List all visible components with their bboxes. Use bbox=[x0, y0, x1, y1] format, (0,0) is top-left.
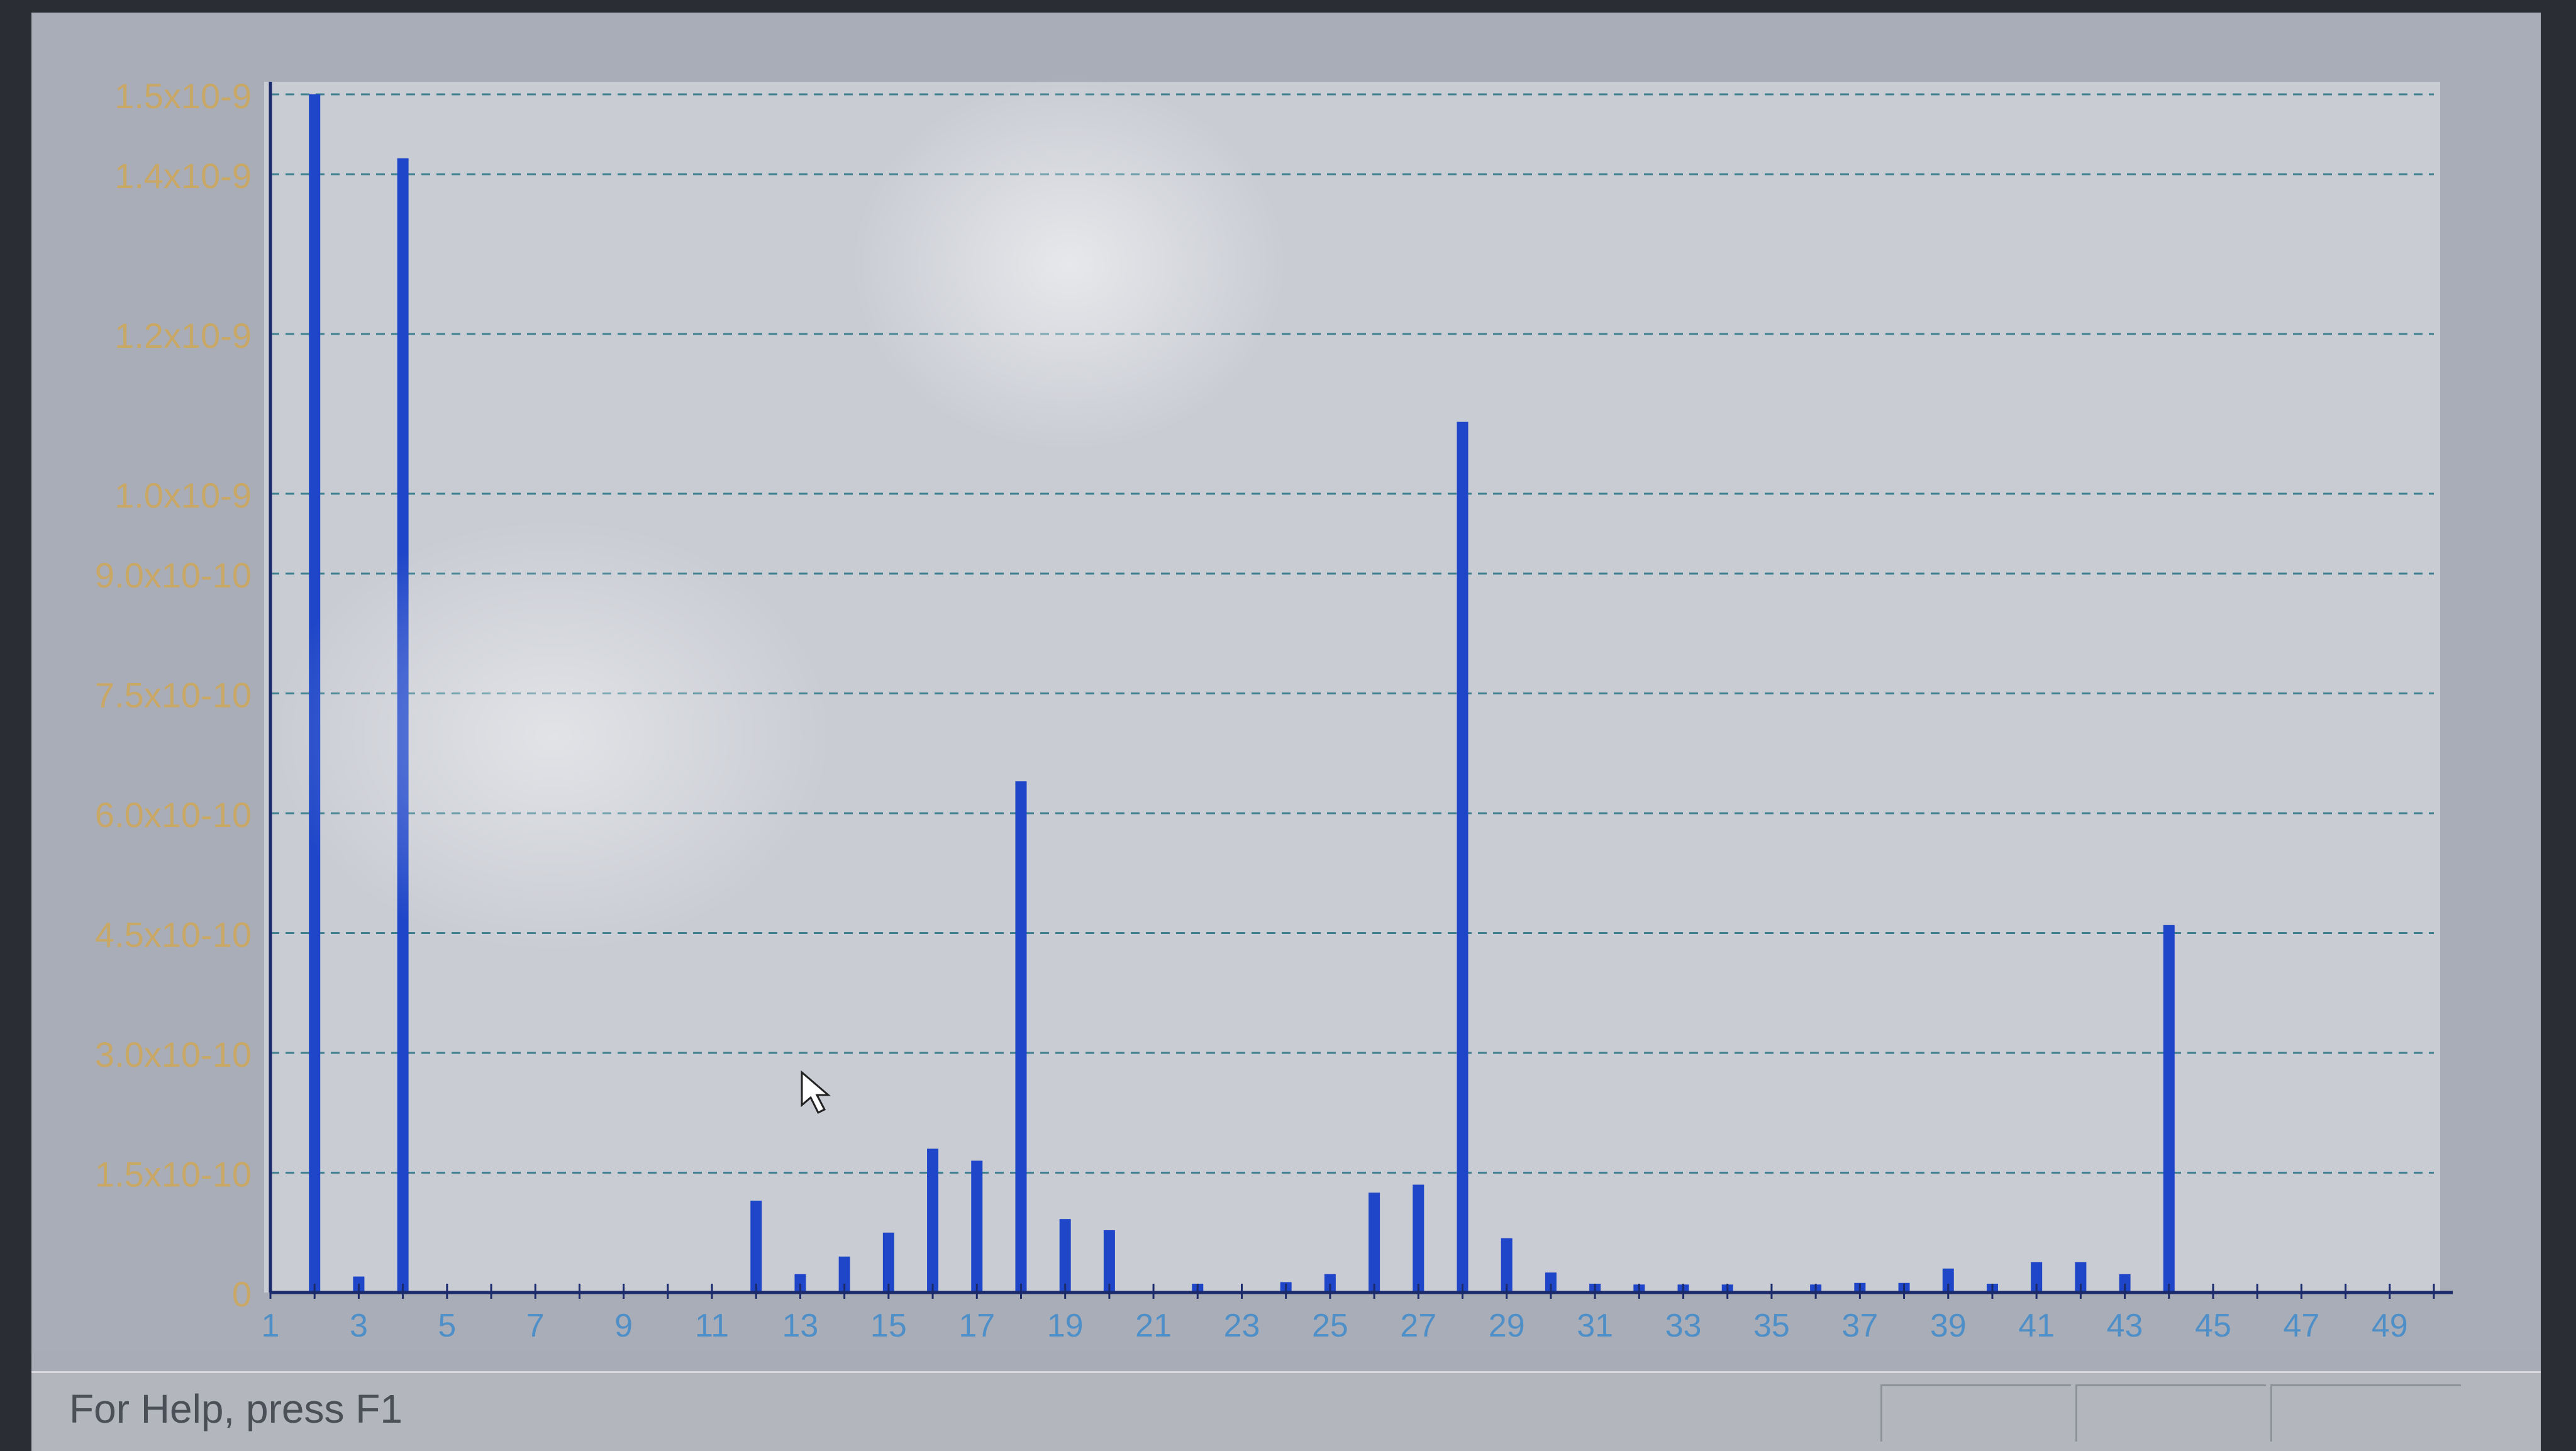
bar bbox=[750, 1200, 762, 1293]
x-tick-label: 17 bbox=[958, 1308, 995, 1344]
x-tick-label: 25 bbox=[1312, 1308, 1348, 1344]
y-tick-label: 1.5x10-9 bbox=[114, 76, 252, 116]
bar bbox=[2119, 1274, 2131, 1293]
x-tick-label: 29 bbox=[1489, 1308, 1525, 1344]
bar bbox=[1501, 1238, 1513, 1293]
bar bbox=[2031, 1262, 2043, 1293]
y-tick-label: 0 bbox=[232, 1274, 252, 1314]
status-help-text: For Help, press F1 bbox=[69, 1386, 402, 1432]
x-tick-label: 33 bbox=[1665, 1308, 1702, 1344]
bar bbox=[1368, 1192, 1380, 1293]
y-tick-label: 7.5x10-10 bbox=[95, 675, 252, 715]
status-pane bbox=[1880, 1384, 2071, 1442]
bar bbox=[1545, 1272, 1557, 1293]
x-tick-label: 1 bbox=[262, 1308, 280, 1344]
status-pane bbox=[2075, 1384, 2266, 1442]
mouse-cursor-icon bbox=[801, 1070, 831, 1115]
x-tick-label: 49 bbox=[2372, 1308, 2408, 1344]
bar bbox=[838, 1256, 850, 1293]
bar bbox=[1942, 1268, 1954, 1293]
x-tick-label: 9 bbox=[614, 1308, 633, 1344]
bar bbox=[1059, 1219, 1071, 1293]
status-pane bbox=[2270, 1384, 2461, 1442]
y-tick-label: 4.5x10-10 bbox=[95, 915, 252, 955]
x-tick-label: 43 bbox=[2107, 1308, 2143, 1344]
bar bbox=[309, 94, 321, 1293]
bar bbox=[1413, 1184, 1424, 1293]
x-tick-label: 39 bbox=[1930, 1308, 1967, 1344]
y-tick-label: 3.0x10-10 bbox=[95, 1035, 252, 1074]
x-tick-label: 37 bbox=[1841, 1308, 1878, 1344]
bar bbox=[794, 1274, 806, 1293]
x-tick-label: 15 bbox=[870, 1308, 907, 1344]
y-tick-label: 1.4x10-9 bbox=[114, 156, 252, 196]
x-tick-label: 5 bbox=[438, 1308, 456, 1344]
x-tick-label: 27 bbox=[1400, 1308, 1436, 1344]
bar bbox=[2163, 925, 2175, 1293]
bar bbox=[1015, 781, 1027, 1293]
y-tick-label: 1.0x10-9 bbox=[114, 475, 252, 515]
bar bbox=[1103, 1230, 1115, 1293]
y-tick-label: 1.2x10-9 bbox=[114, 316, 252, 355]
plot-panel: 0 1.5x10-10 3.0x10-10 4.5x10-10 6.0x10-10 7.5… bbox=[31, 13, 2541, 1352]
y-tick-label: 1.5x10-10 bbox=[95, 1155, 252, 1194]
status-bar: For Help, press F1 bbox=[31, 1371, 2541, 1451]
x-tick-label: 45 bbox=[2195, 1308, 2231, 1344]
bar bbox=[882, 1232, 894, 1293]
bar-chart: 0 1.5x10-10 3.0x10-10 4.5x10-10 6.0x10-10 7.5… bbox=[95, 76, 2453, 1344]
app-window: 0 1.5x10-10 3.0x10-10 4.5x10-10 6.0x10-10 7.5… bbox=[31, 13, 2541, 1451]
x-tick-label: 31 bbox=[1577, 1308, 1613, 1344]
bar bbox=[927, 1148, 939, 1293]
x-tick-label: 3 bbox=[350, 1308, 368, 1344]
bar bbox=[1457, 421, 1468, 1293]
x-tick-label: 19 bbox=[1047, 1308, 1084, 1344]
bar bbox=[971, 1160, 983, 1293]
x-tick-label: 35 bbox=[1753, 1308, 1790, 1344]
bar bbox=[2075, 1262, 2087, 1293]
y-tick-label: 9.0x10-10 bbox=[95, 555, 252, 595]
y-tick-label: 6.0x10-10 bbox=[95, 795, 252, 835]
plot-area bbox=[264, 82, 2440, 1293]
x-tick-label: 11 bbox=[695, 1308, 729, 1344]
bar bbox=[397, 158, 409, 1293]
x-tick-label: 13 bbox=[782, 1308, 819, 1344]
x-tick-label: 23 bbox=[1224, 1308, 1260, 1344]
x-tick-label: 21 bbox=[1135, 1308, 1172, 1344]
x-tick-label: 41 bbox=[2018, 1308, 2055, 1344]
bar bbox=[1324, 1274, 1336, 1293]
x-tick-label: 7 bbox=[526, 1308, 545, 1344]
x-tick-label: 47 bbox=[2283, 1308, 2319, 1344]
